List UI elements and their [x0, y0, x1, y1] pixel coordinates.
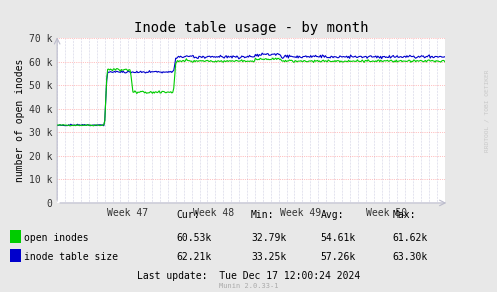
Title: Inode table usage - by month: Inode table usage - by month: [134, 21, 368, 35]
Text: Last update:  Tue Dec 17 12:00:24 2024: Last update: Tue Dec 17 12:00:24 2024: [137, 271, 360, 281]
Text: 33.25k: 33.25k: [251, 252, 286, 262]
Text: RRDTOOL / TOBI OETIKER: RRDTOOL / TOBI OETIKER: [485, 70, 490, 152]
Text: Max:: Max:: [393, 210, 416, 220]
Text: 57.26k: 57.26k: [321, 252, 356, 262]
Text: 54.61k: 54.61k: [321, 233, 356, 243]
Text: 63.30k: 63.30k: [393, 252, 428, 262]
Text: Munin 2.0.33-1: Munin 2.0.33-1: [219, 283, 278, 289]
Text: open inodes: open inodes: [24, 233, 88, 243]
Text: 32.79k: 32.79k: [251, 233, 286, 243]
Text: 60.53k: 60.53k: [176, 233, 212, 243]
Text: 62.21k: 62.21k: [176, 252, 212, 262]
Text: inode table size: inode table size: [24, 252, 118, 262]
Text: Cur:: Cur:: [176, 210, 200, 220]
Text: 61.62k: 61.62k: [393, 233, 428, 243]
Text: Avg:: Avg:: [321, 210, 344, 220]
Y-axis label: number of open inodes: number of open inodes: [14, 59, 25, 182]
Text: Min:: Min:: [251, 210, 274, 220]
